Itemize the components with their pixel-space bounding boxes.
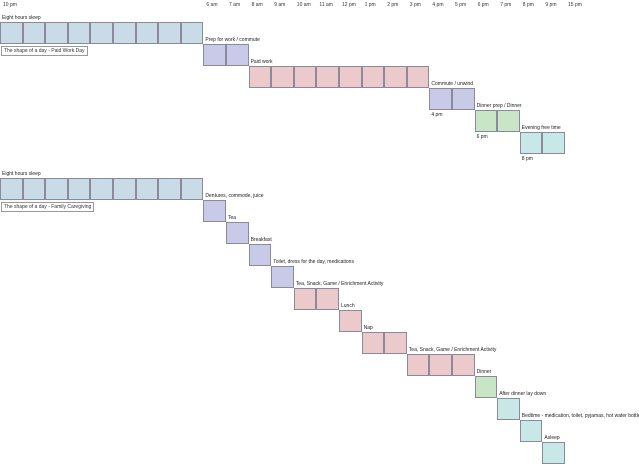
work-day-block-cell [113, 22, 136, 44]
hour-label: 1 pm [364, 2, 376, 8]
caregiving-day-block-cell [429, 354, 452, 376]
work-day-block-cell [90, 22, 113, 44]
caregiving-day-block-cell [293, 288, 317, 310]
hour-label: 10 am [296, 2, 311, 8]
caregiving-day-block-label: Dentures, commode, juice [205, 193, 264, 199]
work-day-block-cell [45, 22, 68, 44]
caregiving-day-block-cell [22, 178, 46, 200]
caregiving-day-title: The shape of a day - Family Caregiving [1, 202, 95, 212]
hour-label: 6 pm [477, 2, 489, 8]
hour-label: 7 am [229, 2, 241, 8]
work-day-block-cell [542, 132, 565, 154]
hour-label: 6 am [206, 2, 218, 8]
caregiving-day-block-label: Eight hours sleep [2, 171, 41, 177]
caregiving-day-block-cell [180, 178, 204, 200]
hour-label: 2 pm [387, 2, 399, 8]
work-day-block-label: Paid work [250, 59, 273, 65]
work-day-block-label: Dinner prep / Dinner [476, 103, 522, 109]
work-day-block-cell [22, 22, 46, 44]
caregiving-day-block-cell [248, 244, 272, 266]
caregiving-day-block-cell [67, 178, 91, 200]
hour-label: 5 pm [455, 2, 467, 8]
work-day-block-cell [180, 22, 204, 44]
work-day-block-cell [248, 66, 272, 88]
work-day-block-cell [135, 22, 159, 44]
caregiving-day-block-cell [158, 178, 181, 200]
work-day-block-label: Commute / unwind [431, 81, 474, 87]
work-day-block-cell [226, 44, 249, 66]
work-day-block-cell [67, 22, 91, 44]
caregiving-day-block-label: Lunch [341, 303, 355, 309]
caregiving-day-block-cell [339, 310, 362, 332]
work-day-block-cell [339, 66, 362, 88]
hour-label: 9 pm [545, 2, 557, 8]
caregiving-day-block-cell [542, 442, 565, 464]
work-day-block-cell [474, 110, 498, 132]
caregiving-day-block-cell [271, 266, 294, 288]
caregiving-day-block-cell [135, 178, 159, 200]
caregiving-day-block-cell [0, 178, 23, 200]
work-day-block-label: Prep for work / commute [205, 37, 260, 43]
work-day-block-cell [452, 88, 475, 110]
caregiving-day-block-label: Tea [228, 215, 237, 221]
caregiving-day-block-cell [406, 354, 430, 376]
caregiving-day-block-label: Toilet, dress for the day, medications [273, 259, 354, 265]
hour-label: 12 pm [342, 2, 356, 8]
caregiving-day-block-cell [384, 332, 407, 354]
caregiving-day-block-cell [497, 398, 520, 420]
work-day-block-cell [271, 66, 294, 88]
caregiving-day-block-label: Dinner [476, 369, 492, 375]
work-day-block-cell [293, 66, 317, 88]
caregiving-day-block-label: Bedtime - medication, toilet, pyjamas, h… [521, 413, 639, 419]
caregiving-day-block-cell [113, 178, 136, 200]
caregiving-day-block-cell [226, 222, 249, 244]
caregiving-day-block-cell [361, 332, 385, 354]
hour-label: 10 pm [3, 2, 17, 8]
work-day-block-cell [158, 22, 181, 44]
caregiving-day-block-cell [452, 354, 475, 376]
work-day-block-cell [406, 66, 430, 88]
work-day-block-cell [0, 22, 23, 44]
hour-label: 15 pm [568, 2, 582, 8]
caregiving-day-block-cell [316, 288, 339, 310]
work-day-end-time: 4 pm [431, 112, 443, 118]
work-day-block-cell [519, 132, 543, 154]
caregiving-day-block-cell [203, 200, 226, 222]
caregiving-day-block-cell [519, 420, 543, 442]
caregiving-day-block-label: Tea, Snack, Game / Enrichment Activity [408, 347, 497, 353]
caregiving-day-block-label: Asleep [544, 435, 560, 441]
work-day-block-cell [429, 88, 452, 110]
work-day-block-cell [316, 66, 339, 88]
work-day-block-label: Eight hours sleep [2, 15, 41, 21]
hour-label: 9 am [274, 2, 286, 8]
caregiving-day-block-label: Tea, Snack, Game / Enrichment Activity [295, 281, 384, 287]
hour-label: 11 am [319, 2, 333, 8]
work-day-title: The shape of a day - Paid Work Day [1, 46, 88, 56]
caregiving-day-block-label: Nap [363, 325, 373, 331]
caregiving-day-block-label: After dinner lay down [499, 391, 547, 397]
hour-label: 4 pm [432, 2, 444, 8]
hour-label: 8 am [251, 2, 263, 8]
caregiving-day-block-cell [90, 178, 113, 200]
caregiving-day-block-cell [474, 376, 498, 398]
work-day-block-cell [384, 66, 407, 88]
work-day-block-cell [497, 110, 520, 132]
caregiving-day-block-label: Breakfast [250, 237, 272, 243]
hour-label: 7 pm [500, 2, 512, 8]
work-day-block-label: Evening free time [521, 125, 561, 131]
hour-label: 8 pm [522, 2, 534, 8]
work-day-block-cell [361, 66, 385, 88]
work-day-block-cell [203, 44, 226, 66]
work-day-end-time: 6 pm [476, 134, 488, 140]
caregiving-day-block-cell [45, 178, 68, 200]
work-day-end-time: 8 pm [521, 156, 533, 162]
hour-label: 3 pm [409, 2, 421, 8]
